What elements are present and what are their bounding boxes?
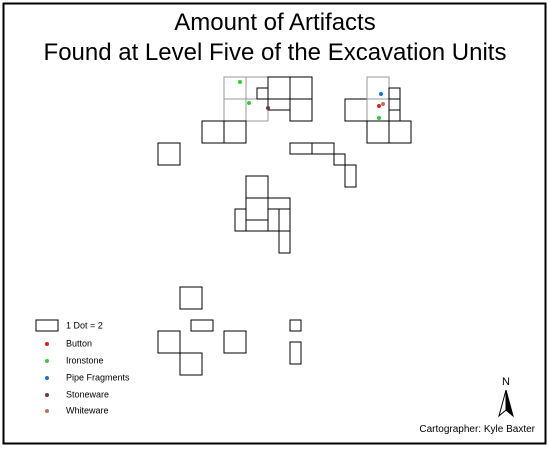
north-arrow: N: [498, 376, 514, 418]
artifact-dots: [238, 80, 385, 120]
legend-item: Stoneware: [66, 389, 109, 399]
north-label: N: [502, 376, 510, 388]
legend-scale-box: [35, 319, 59, 332]
legend: 1 Dot = 2 Button Ironstone Pipe Fragment…: [35, 319, 130, 415]
legend-item: Pipe Fragments: [66, 372, 130, 382]
title-line1: Amount of Artifacts: [174, 9, 375, 36]
legend-item: Whiteware: [66, 405, 109, 415]
excavation-units: [157, 76, 412, 376]
title-line2: Found at Level Five of the Excavation Un…: [44, 39, 507, 66]
legend-item: Button: [66, 338, 92, 348]
legend-item: Ironstone: [66, 355, 104, 365]
legend-scale: 1 Dot = 2: [66, 320, 103, 330]
credit: Cartographer: Kyle Baxter: [419, 424, 535, 435]
